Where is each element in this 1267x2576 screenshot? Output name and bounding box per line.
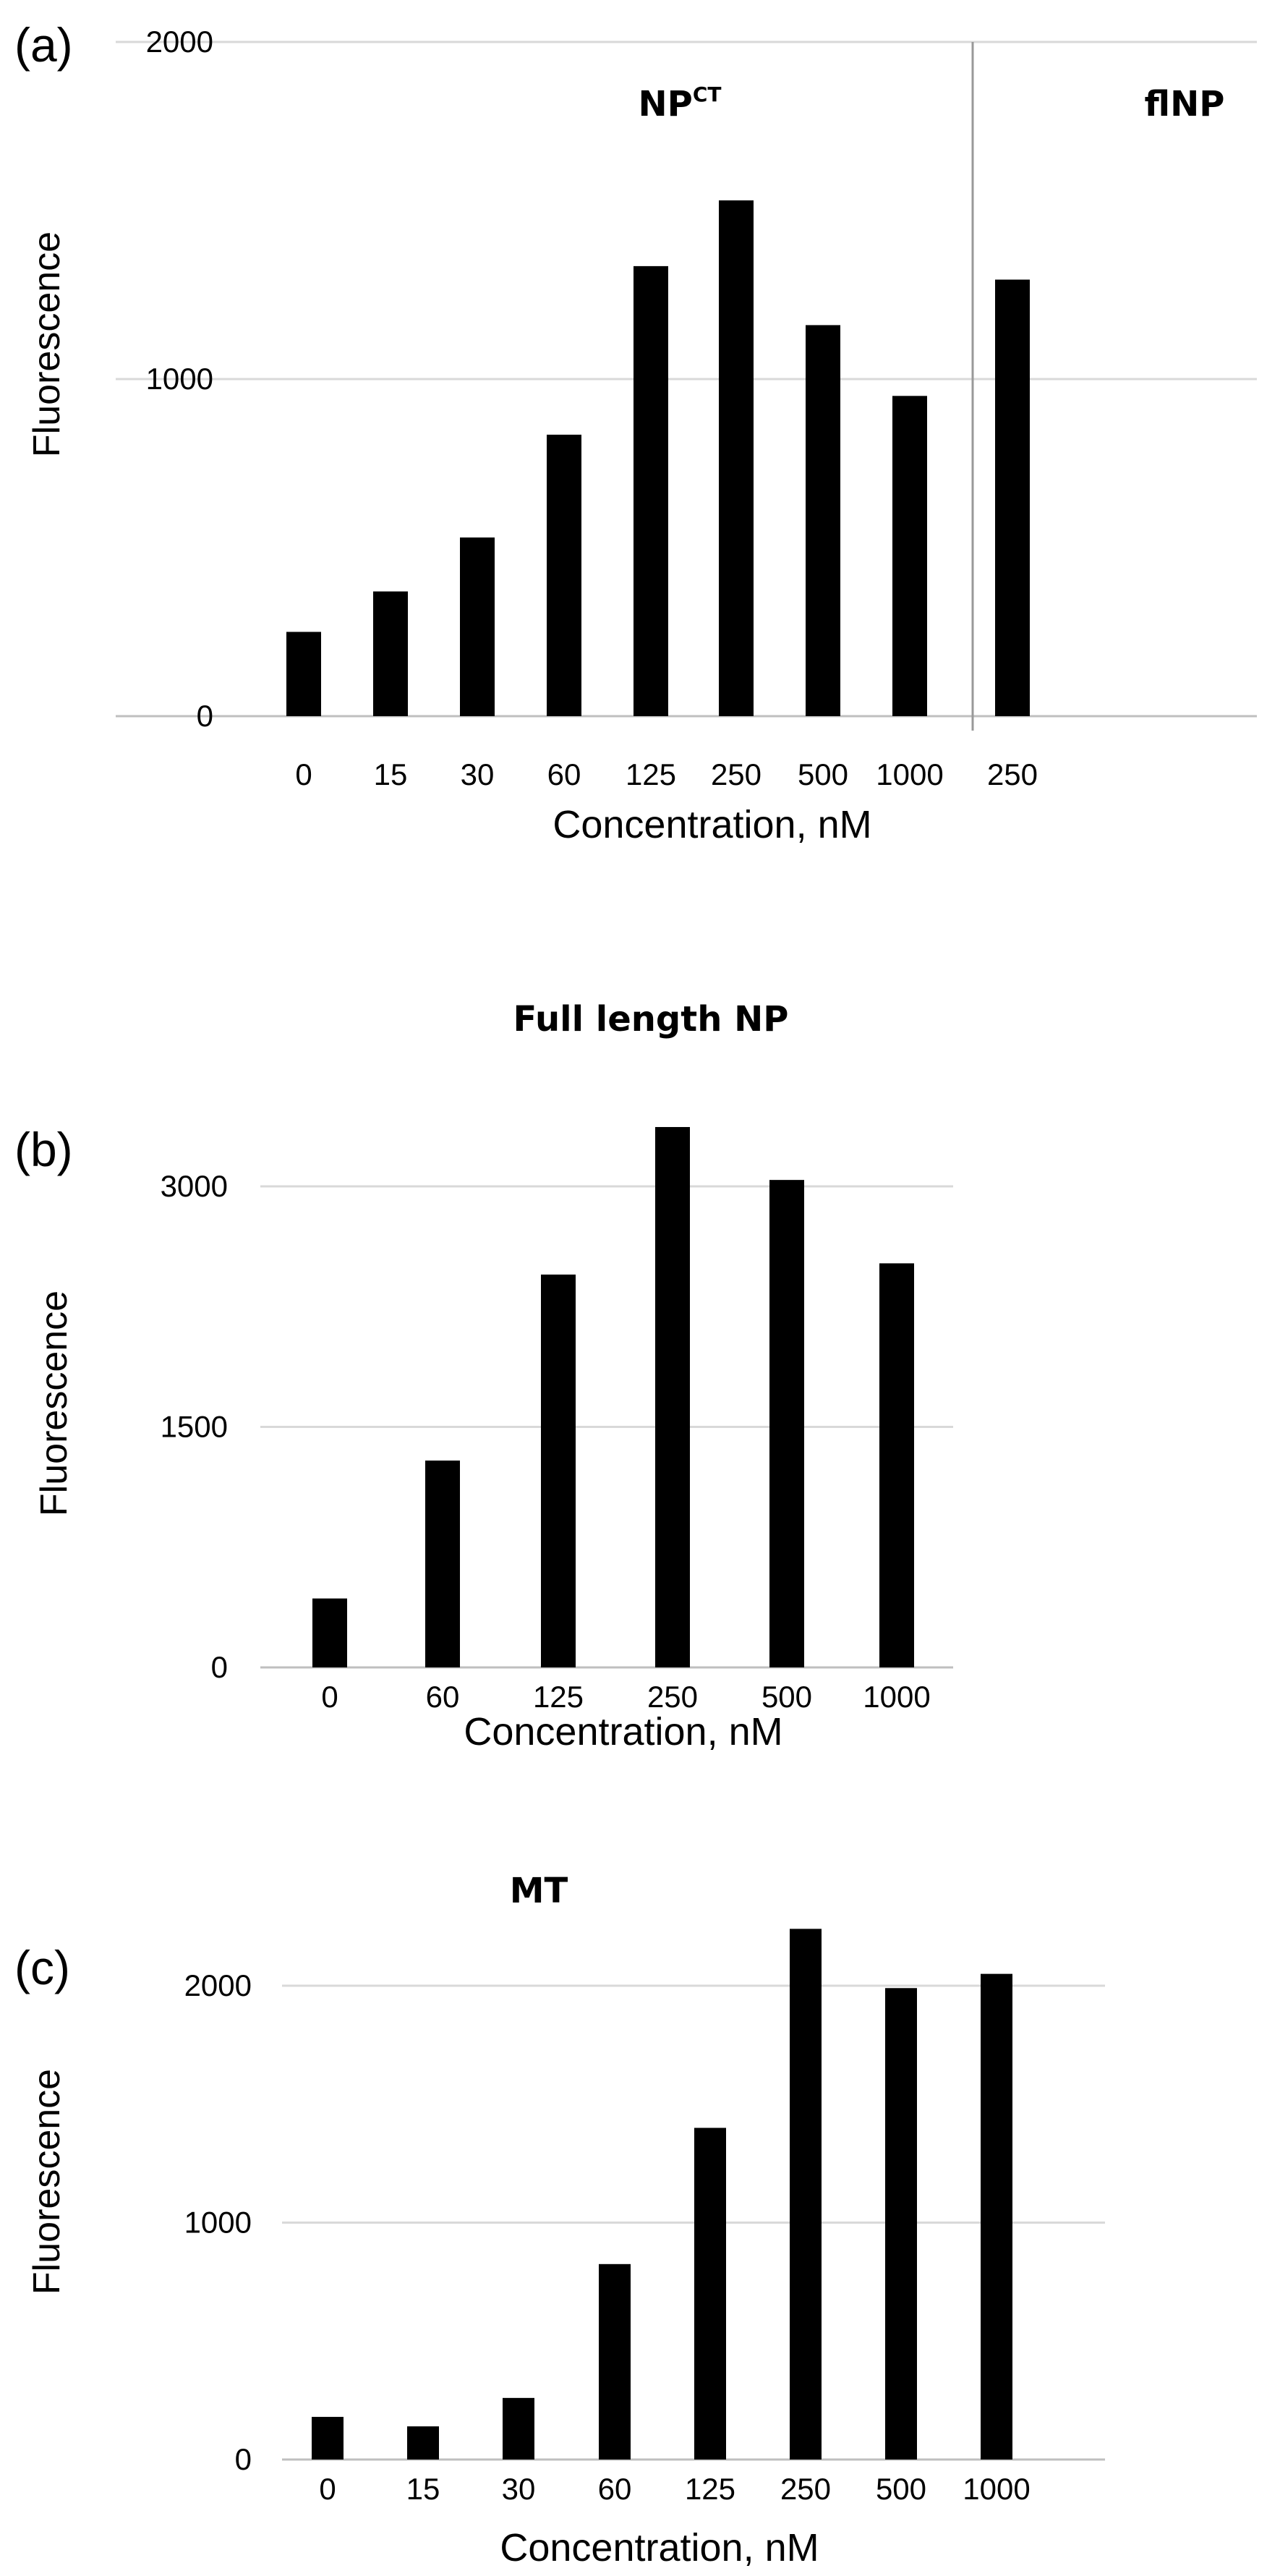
x-tick-label: 250: [711, 757, 762, 791]
panel-a-chart: (a) Fluorescence Concentration, nM NPCT …: [14, 18, 1257, 846]
panel-a-ylabel: Fluorescence: [26, 231, 68, 457]
panel-c-xlabel: Concentration, nM: [500, 2526, 819, 2569]
y-tick-label: 1000: [184, 2206, 252, 2240]
panel-c-chart: MT (c) Fluorescence Concentration, nM 0 1…: [14, 1871, 1105, 2569]
x-tick-label: 0: [321, 1680, 338, 1714]
panel-c-title: MT: [510, 1871, 568, 1911]
x-tick-label: 60: [547, 757, 581, 791]
bar: [503, 2397, 534, 2460]
x-tick-label: 0: [319, 2472, 336, 2506]
panel-a-group-label-npct: NPCT: [638, 82, 721, 124]
x-tick-label: 500: [762, 1680, 812, 1714]
x-tick-label: 250: [987, 757, 1038, 791]
panel-b-label: (b): [14, 1123, 73, 1176]
y-tick-label: 1000: [146, 362, 213, 396]
panel-b-xlabel: Concentration, nM: [464, 1710, 782, 1754]
panel-c-label: (c): [14, 1941, 70, 1994]
bar: [634, 265, 668, 716]
bar: [790, 1929, 822, 2460]
panel-a-xlabel: Concentration, nM: [553, 803, 871, 846]
x-tick-label: 30: [502, 2472, 536, 2506]
x-tick-label: 125: [626, 757, 676, 791]
y-tick-label: 2000: [146, 25, 213, 59]
y-tick-label: 0: [197, 699, 213, 733]
panel-b-chart: Full length NP (b) Fluorescence Concentr…: [14, 999, 953, 1754]
bar: [541, 1274, 576, 1667]
x-tick-label: 1000: [876, 757, 943, 791]
x-tick-label: 60: [598, 2472, 632, 2506]
x-tick-label: 30: [461, 757, 495, 791]
bar: [460, 537, 495, 716]
y-tick-label: 0: [235, 2442, 252, 2476]
x-tick-label: 15: [374, 757, 408, 791]
x-tick-label: 250: [647, 1680, 698, 1714]
x-tick-label: 500: [798, 757, 848, 791]
x-tick-label: 500: [876, 2472, 926, 2506]
x-tick-label: 15: [406, 2472, 440, 2506]
panel-b-title: Full length NP: [513, 999, 789, 1040]
bar: [981, 1973, 1012, 2460]
bar: [694, 2127, 726, 2460]
panel-b-ylabel: Fluorescence: [33, 1291, 75, 1516]
x-tick-label: 1000: [863, 1680, 930, 1714]
x-tick-label: 125: [533, 1680, 584, 1714]
bar: [425, 1461, 460, 1667]
bar: [769, 1180, 804, 1667]
panel-a-label: (a): [14, 18, 73, 72]
x-tick-label: 0: [295, 757, 312, 791]
y-tick-label: 3000: [161, 1169, 228, 1203]
bar: [547, 434, 581, 716]
y-tick-label: 1500: [161, 1410, 228, 1444]
bar: [995, 279, 1030, 716]
bar: [879, 1263, 914, 1667]
panel-a-group-label-flnp: flNP: [1145, 84, 1225, 124]
bar: [806, 325, 840, 716]
bar: [655, 1126, 690, 1667]
x-tick-label: 1000: [963, 2472, 1030, 2506]
panel-c-ylabel: Fluorescence: [26, 2069, 68, 2295]
x-tick-label: 125: [685, 2472, 735, 2506]
bar: [892, 396, 927, 716]
x-tick-label: 250: [780, 2472, 831, 2506]
bar: [407, 2426, 439, 2460]
bar: [312, 2417, 344, 2460]
bar: [286, 632, 321, 716]
y-tick-label: 2000: [184, 1968, 252, 2002]
bar: [885, 1988, 917, 2460]
bar: [373, 591, 408, 716]
y-tick-label: 0: [211, 1650, 228, 1684]
bar: [719, 200, 754, 716]
bar: [312, 1598, 347, 1667]
bar: [599, 2263, 631, 2460]
x-tick-label: 60: [426, 1680, 460, 1714]
